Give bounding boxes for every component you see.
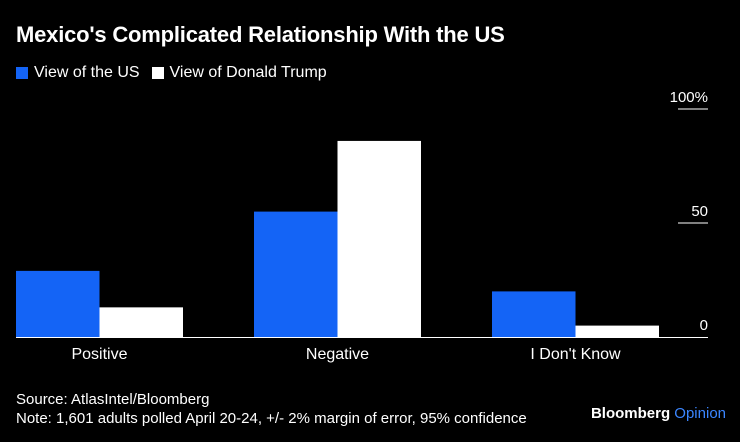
bar-trump-0 (99, 307, 183, 337)
source-text: Source: AtlasIntel/Bloomberg (16, 391, 210, 408)
bar-us-0 (16, 270, 100, 337)
bar-trump-1 (337, 140, 421, 337)
x-tick-label-0: Positive (71, 346, 127, 363)
legend-item-trump: View of Donald Trump (151, 64, 327, 82)
legend-label-us: View of the US (34, 64, 140, 81)
legend-label-trump: View of Donald Trump (169, 64, 327, 81)
bar-us-1 (254, 211, 338, 337)
y-tick-label-2: 100% (670, 89, 708, 106)
y-tick-label-0: 0 (700, 317, 708, 334)
legend: View of the US View of Donald Trump (16, 64, 339, 82)
brand-logo: Bloomberg Opinion (591, 405, 726, 422)
footer: Source: AtlasIntel/Bloomberg Note: 1,601… (16, 390, 527, 428)
legend-item-us: View of the US (16, 64, 140, 82)
brand-name: Bloomberg (590, 405, 671, 422)
chart-title: Mexico's Complicated Relationship With t… (16, 22, 505, 47)
bar-us-2 (492, 291, 576, 337)
note-text: Note: 1,601 adults polled April 20-24, +… (16, 410, 527, 427)
brand-suffix: Opinion (674, 405, 726, 422)
y-tick-label-1: 50 (691, 203, 708, 220)
bar-trump-2 (575, 325, 659, 337)
legend-swatch-trump (151, 67, 164, 79)
x-tick-label-1: Negative (306, 346, 369, 363)
x-tick-label-2: I Don't Know (530, 346, 621, 363)
legend-swatch-us (16, 67, 28, 79)
